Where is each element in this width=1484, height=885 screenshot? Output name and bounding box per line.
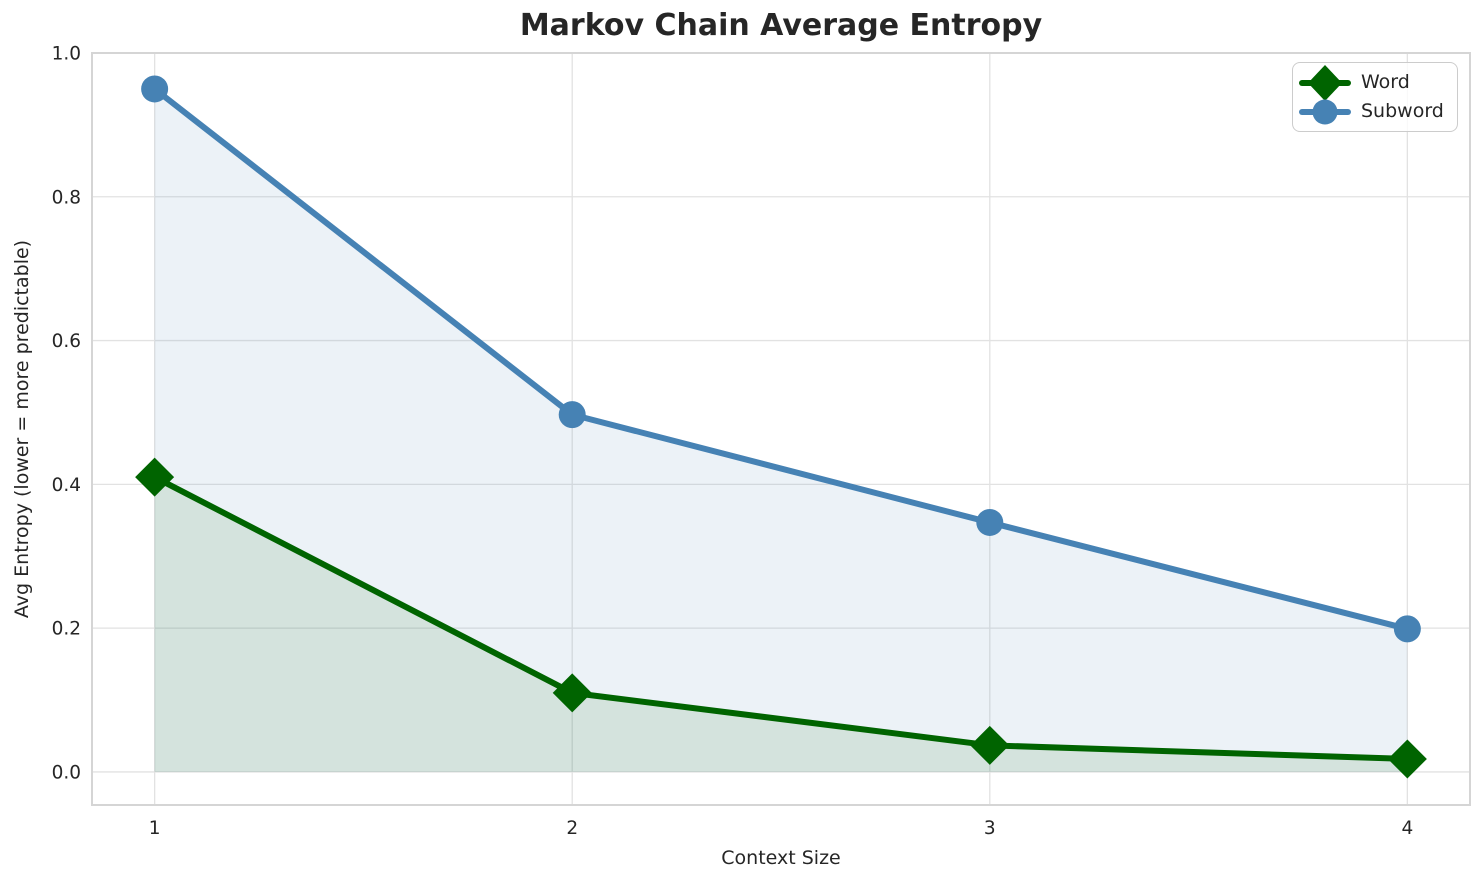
y-tick-label: 0.4 — [52, 475, 81, 496]
legend-label: Word — [1361, 71, 1410, 93]
y-tick-label: 0.6 — [52, 331, 81, 352]
area-word — [154, 477, 1408, 772]
x-axis-label: Context Size — [721, 847, 841, 869]
y-tick-label: 0.2 — [52, 619, 81, 640]
y-tick-label: 0.8 — [52, 187, 81, 208]
legend-marker-diamond-icon — [1299, 64, 1351, 101]
x-tick-label: 4 — [1401, 818, 1413, 839]
marker-word-2 — [552, 673, 592, 713]
area-subword — [154, 88, 1408, 772]
y-axis-label: Avg Entropy (lower = more predictable) — [11, 239, 33, 619]
marker-subword-3 — [976, 508, 1004, 536]
x-tick-label: 2 — [566, 818, 578, 839]
marker-subword-1 — [141, 75, 169, 103]
x-tick-label: 3 — [984, 818, 996, 839]
marker-word-1 — [135, 457, 175, 497]
series-line-word — [151, 474, 1411, 762]
legend-item-word: Word — [1299, 64, 1445, 101]
series-line-subword — [151, 85, 1411, 632]
marker-subword-2 — [558, 401, 586, 429]
marker-word-3 — [970, 725, 1010, 765]
x-tick-label: 1 — [149, 818, 161, 839]
legend-marker-circle-icon — [1299, 99, 1351, 124]
legend: Word Subword — [1292, 62, 1458, 132]
chart-title: Markov Chain Average Entropy — [519, 8, 1043, 43]
legend-item-subword: Subword — [1299, 97, 1445, 126]
y-tick-label: 0.0 — [52, 762, 81, 783]
marker-subword-4 — [1393, 615, 1421, 643]
marker-word-4 — [1387, 739, 1427, 779]
legend-label: Subword — [1361, 100, 1444, 122]
y-tick-label: 1.0 — [52, 44, 81, 65]
plot-border — [91, 52, 1471, 806]
